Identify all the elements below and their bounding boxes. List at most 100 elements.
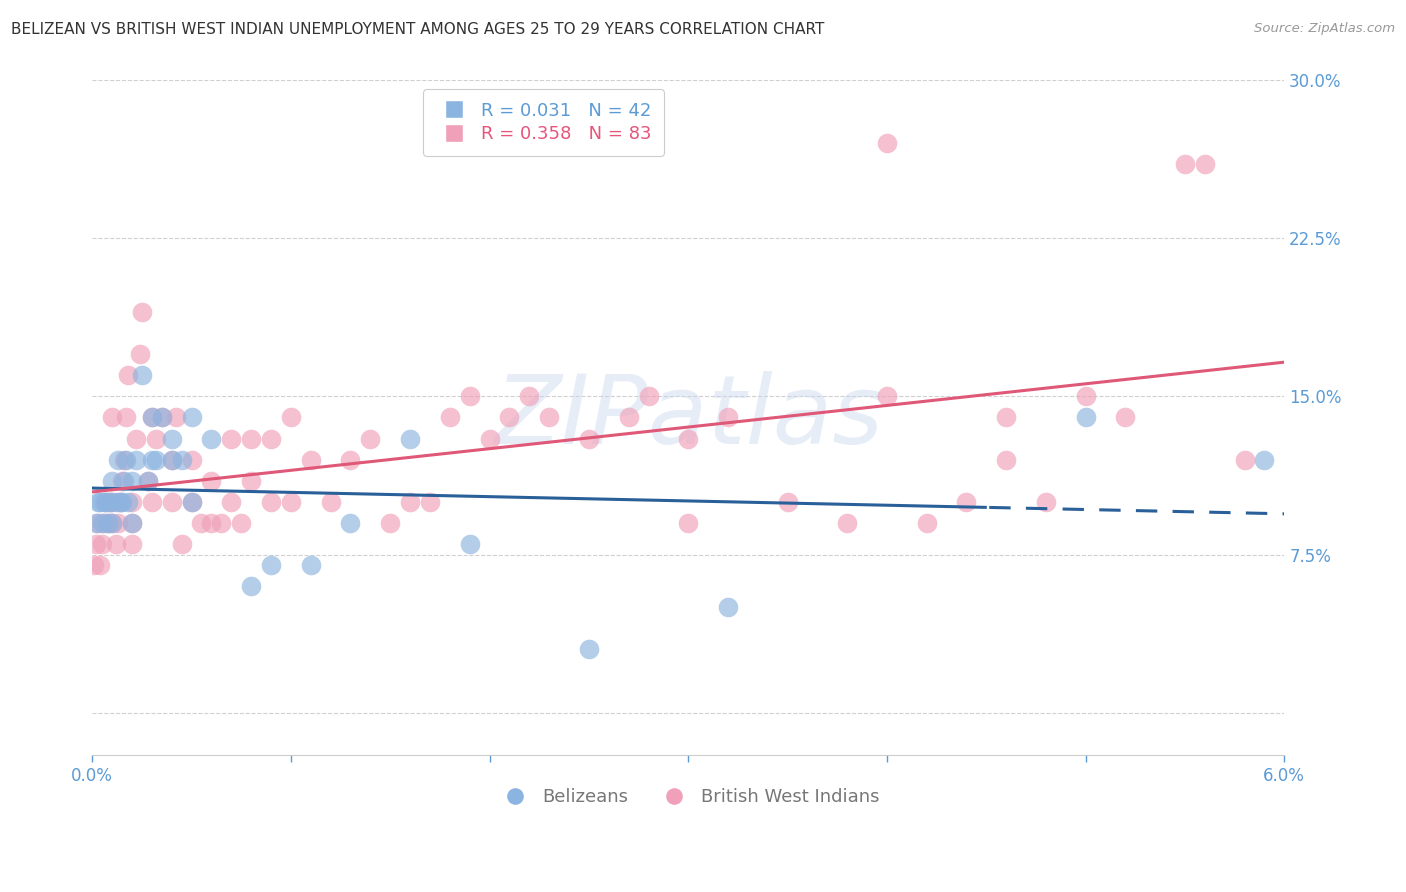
Point (101, 516, 124, 530)
Point (995, 410, 1018, 425)
Point (108, 495, 131, 509)
Point (1035, 495, 1057, 509)
Point (180, 452, 202, 467)
Point (107, 516, 129, 530)
Point (145, 452, 167, 467)
Point (399, 432, 422, 446)
Point (200, 516, 222, 530)
Point (97, 516, 120, 530)
Point (458, 537, 481, 551)
Point (260, 558, 283, 572)
Point (94, 495, 117, 509)
Point (955, 495, 977, 509)
Point (380, 516, 402, 530)
Point (240, 579, 263, 593)
Point (136, 474, 159, 488)
Point (995, 452, 1018, 467)
Text: Source: ZipAtlas.com: Source: ZipAtlas.com (1254, 22, 1395, 36)
Point (538, 410, 561, 425)
Point (1074, 389, 1097, 403)
Point (637, 389, 659, 403)
Point (209, 516, 232, 530)
Point (200, 474, 222, 488)
Point (1074, 410, 1097, 425)
Point (121, 474, 143, 488)
Point (1253, 452, 1275, 467)
Point (101, 516, 124, 530)
Point (141, 452, 163, 467)
Point (121, 516, 143, 530)
Point (91, 537, 114, 551)
Point (101, 495, 124, 509)
Point (131, 305, 153, 319)
Point (141, 410, 163, 425)
Point (141, 410, 163, 425)
Point (115, 452, 138, 467)
Point (876, 136, 898, 151)
Point (111, 474, 134, 488)
Point (94, 495, 117, 509)
Point (439, 410, 461, 425)
Point (260, 432, 283, 446)
Legend: Belizeans, British West Indians: Belizeans, British West Indians (491, 780, 886, 814)
Point (115, 410, 138, 425)
Point (180, 495, 202, 509)
Point (101, 474, 124, 488)
Point (240, 432, 263, 446)
Point (319, 495, 342, 509)
Point (136, 474, 159, 488)
Point (219, 495, 242, 509)
Point (84, 537, 107, 551)
Text: ZIPatlas: ZIPatlas (494, 371, 883, 464)
Point (876, 389, 898, 403)
Point (498, 410, 520, 425)
Point (458, 389, 481, 403)
Point (89, 495, 111, 509)
Point (1194, 157, 1216, 171)
Point (299, 452, 322, 467)
Point (419, 495, 441, 509)
Point (84, 516, 107, 530)
Text: BELIZEAN VS BRITISH WEST INDIAN UNEMPLOYMENT AMONG AGES 25 TO 29 YEARS CORRELATI: BELIZEAN VS BRITISH WEST INDIAN UNEMPLOY… (11, 22, 825, 37)
Point (717, 410, 740, 425)
Point (108, 495, 131, 509)
Point (150, 410, 173, 425)
Point (617, 410, 640, 425)
Point (83, 558, 105, 572)
Point (678, 516, 700, 530)
Point (517, 389, 540, 403)
Point (170, 452, 193, 467)
Point (150, 410, 173, 425)
Point (717, 600, 740, 615)
Point (165, 410, 187, 425)
Point (125, 452, 148, 467)
Point (359, 432, 381, 446)
Point (837, 516, 859, 530)
Point (98, 495, 121, 509)
Point (915, 516, 938, 530)
Point (128, 347, 150, 361)
Point (339, 516, 361, 530)
Point (578, 432, 600, 446)
Point (93, 516, 115, 530)
Point (141, 495, 163, 509)
Point (145, 432, 167, 446)
Point (200, 432, 222, 446)
Point (105, 537, 128, 551)
Point (180, 410, 202, 425)
Point (121, 495, 143, 509)
Point (89, 558, 111, 572)
Point (111, 495, 134, 509)
Point (160, 495, 183, 509)
Point (117, 368, 139, 383)
Point (578, 642, 600, 657)
Point (91, 516, 114, 530)
Point (280, 410, 302, 425)
Point (112, 452, 135, 467)
Point (1174, 157, 1197, 171)
Point (399, 495, 422, 509)
Point (131, 368, 153, 383)
Point (160, 452, 183, 467)
Point (125, 432, 148, 446)
Point (678, 432, 700, 446)
